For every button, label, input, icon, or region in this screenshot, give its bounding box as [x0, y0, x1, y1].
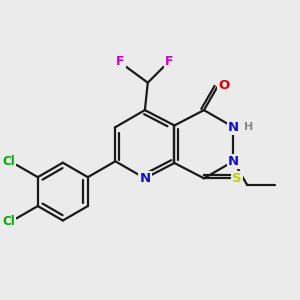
Text: N: N	[139, 172, 151, 185]
Text: Cl: Cl	[2, 215, 15, 228]
Text: S: S	[232, 172, 242, 185]
Text: Cl: Cl	[2, 155, 15, 169]
Text: F: F	[165, 55, 174, 68]
Text: N: N	[228, 155, 239, 168]
Text: O: O	[218, 79, 230, 92]
Text: F: F	[116, 55, 124, 68]
Text: N: N	[228, 121, 239, 134]
Text: H: H	[244, 122, 253, 132]
